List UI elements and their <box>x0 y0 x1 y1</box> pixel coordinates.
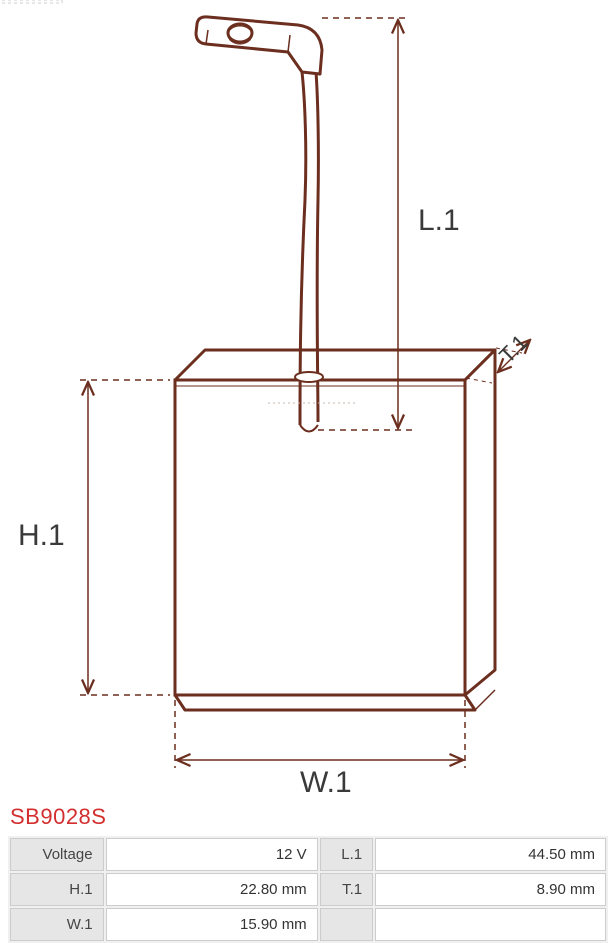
dim-label-w1: W.1 <box>300 766 352 799</box>
spec-value: 8.90 mm <box>375 873 606 906</box>
spec-value <box>375 908 606 941</box>
dim-label-l1: L.1 <box>418 204 460 237</box>
dimension-diagram: L.1 H.1 W.1 T.1 <box>0 0 608 800</box>
spec-label: L.1 <box>320 838 373 871</box>
spec-label <box>320 908 373 941</box>
spec-label: H.1 <box>10 873 104 906</box>
spec-value: 12 V <box>106 838 318 871</box>
spec-value: 44.50 mm <box>375 838 606 871</box>
table-row: Voltage 12 V L.1 44.50 mm <box>10 838 606 871</box>
dim-label-h1: H.1 <box>18 519 65 552</box>
dim-label-t1: T.1 <box>494 330 532 368</box>
spec-label: T.1 <box>320 873 373 906</box>
table-row: H.1 22.80 mm T.1 8.90 mm <box>10 873 606 906</box>
table-row: W.1 15.90 mm <box>10 908 606 941</box>
part-number: SB9028S <box>0 800 608 836</box>
spec-label: W.1 <box>10 908 104 941</box>
spec-label: Voltage <box>10 838 104 871</box>
spec-value: 22.80 mm <box>106 873 318 906</box>
spec-value: 15.90 mm <box>106 908 318 941</box>
spec-table: Voltage 12 V L.1 44.50 mm H.1 22.80 mm T… <box>8 836 608 943</box>
